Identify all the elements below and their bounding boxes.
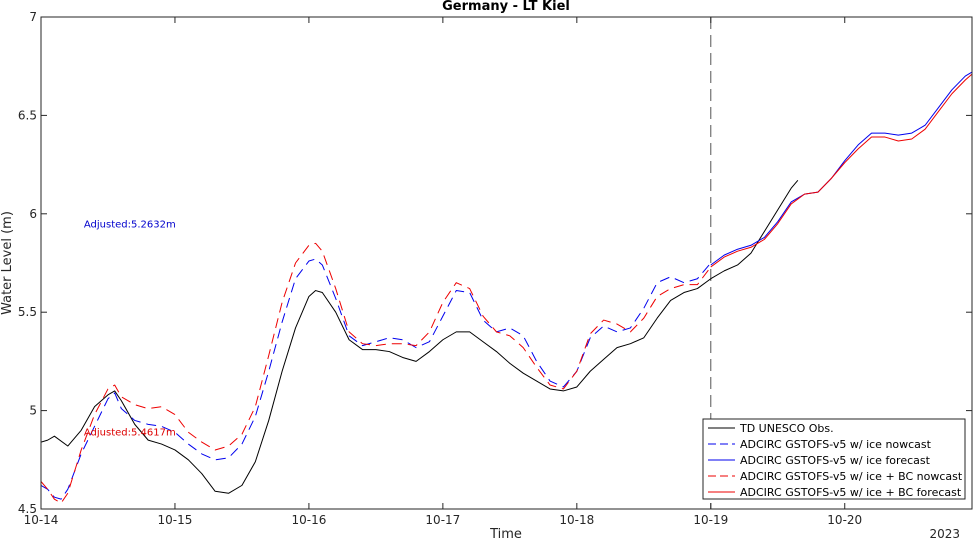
x-tick-label: 10-15 bbox=[158, 513, 193, 527]
series-layer bbox=[41, 71, 973, 504]
adjusted-annotation-2: Adjusted:5.4617m bbox=[84, 427, 176, 438]
series-line-3 bbox=[710, 71, 973, 266]
legend-label-5: ADCIRC GSTOFS-v5 w/ ice + BC forecast bbox=[740, 486, 962, 499]
y-tick-label: 5 bbox=[29, 404, 37, 418]
y-tick-label: 6.5 bbox=[18, 108, 37, 122]
adjusted-annotation-1: Adjusted:5.2632m bbox=[84, 220, 176, 231]
legend-label-3: ADCIRC GSTOFS-v5 w/ ice forecast bbox=[740, 454, 931, 467]
x-tick-label: 10-20 bbox=[827, 513, 862, 527]
legend-label-1: TD UNESCO Obs. bbox=[739, 422, 834, 435]
y-tick-label: 6 bbox=[29, 207, 37, 221]
y-axis-ticks: 4.5 5 5.5 6 6.5 7 bbox=[18, 10, 972, 516]
legend: TD UNESCO Obs. ADCIRC GSTOFS-v5 w/ ice no… bbox=[702, 418, 966, 500]
legend-box bbox=[702, 418, 966, 500]
chart-title: Germany - LT Kiel bbox=[442, 0, 570, 14]
y-tick-label: 4.5 bbox=[18, 502, 37, 516]
x-axis-ticks: 10-14 10-15 10-16 10-17 10-18 10-19 10-20 bbox=[24, 17, 862, 527]
x-tick-label: 10-16 bbox=[291, 513, 326, 527]
x-tick-label: 10-17 bbox=[425, 513, 460, 527]
legend-label-4: ADCIRC GSTOFS-v5 w/ ice + BC nowcast bbox=[740, 470, 963, 483]
series-line-5 bbox=[710, 73, 973, 268]
legend-label-2: ADCIRC GSTOFS-v5 w/ ice nowcast bbox=[740, 438, 932, 451]
series-line-2 bbox=[41, 258, 712, 500]
x-tick-label: 10-19 bbox=[693, 513, 728, 527]
x-axis-label: Time bbox=[489, 527, 522, 541]
x-tick-label: 10-14 bbox=[24, 513, 59, 527]
x-tick-label: 10-18 bbox=[559, 513, 594, 527]
series-line-1 bbox=[41, 180, 799, 494]
y-axis-label: Water Level (m) bbox=[0, 211, 15, 315]
y-tick-label: 5.5 bbox=[18, 305, 37, 319]
plot-area-frame bbox=[40, 16, 973, 510]
y-tick-label: 7 bbox=[29, 10, 37, 24]
x-axis-year-label: 2023 bbox=[929, 527, 960, 541]
series-line-4 bbox=[41, 242, 712, 504]
annotations: Adjusted:5.2632m Adjusted:5.4617m bbox=[84, 220, 176, 439]
